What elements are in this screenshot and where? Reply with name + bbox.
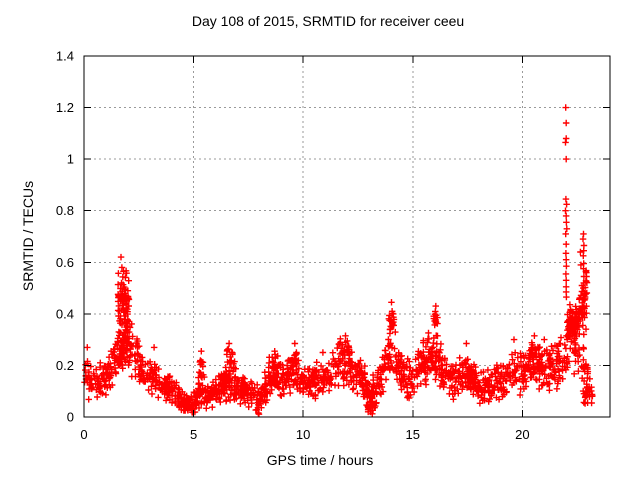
x-tick-label: 0 (80, 427, 87, 442)
y-tick-label: 0.6 (56, 255, 74, 270)
chart-title: Day 108 of 2015, SRMTID for receiver cee… (191, 13, 465, 29)
y-tick-label: 1.4 (56, 49, 74, 64)
y-tick-label: 0.4 (56, 306, 74, 321)
scatter-points (81, 104, 596, 418)
y-tick-label: 0.2 (56, 358, 74, 373)
y-tick-label: 0 (67, 410, 74, 425)
y-tick-label: 1 (67, 152, 74, 167)
plot-border (83, 55, 611, 418)
x-tick-label: 10 (296, 427, 310, 442)
x-axis-label: GPS time / hours (266, 452, 374, 468)
x-tick-label: 15 (406, 427, 420, 442)
y-tick-label: 0.8 (56, 203, 74, 218)
y-tick-label: 1.2 (56, 100, 74, 115)
x-tick-label: 5 (190, 427, 197, 442)
x-tick-label: 20 (515, 427, 529, 442)
